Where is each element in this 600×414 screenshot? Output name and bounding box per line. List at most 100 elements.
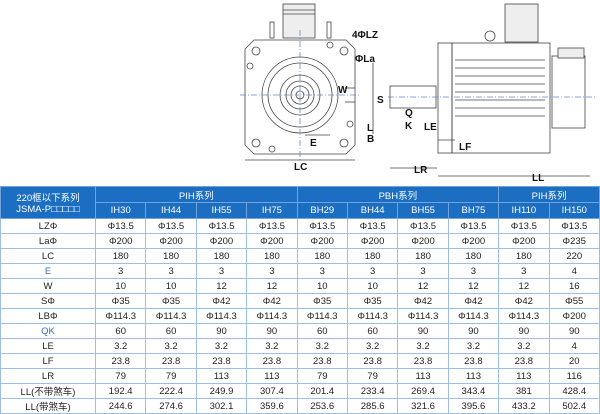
- table-cell: 180: [246, 248, 298, 264]
- label-4-lz: 4ΦLZ: [352, 30, 378, 41]
- table-cell: Φ200: [246, 233, 298, 249]
- table-row: LF 23.8 23.8 23.8 23.8 23.8 23.8 23.8 23.8 23.8 20: [0, 353, 600, 369]
- table-cell: 220: [548, 248, 600, 264]
- model-header: BH29: [296, 202, 348, 219]
- table-row: LaΦ Φ200 Φ200 Φ200 Φ200 Φ200 Φ200 Φ200 Φ200 Φ200 Φ…: [0, 233, 600, 249]
- table-cell: 23.8: [346, 353, 399, 369]
- table-cell: 12: [498, 278, 550, 294]
- table-row: LL(不带煞车) 192.4 222.4 249.9 307.4 201.4 233.4 26…: [0, 383, 600, 399]
- table-cell: Φ13.5: [498, 218, 550, 234]
- table-cell: 90: [397, 323, 449, 339]
- table-cell: 113: [397, 368, 449, 384]
- table-cell: Φ13.5: [346, 218, 399, 234]
- table-cell: 16: [548, 278, 600, 294]
- row-label: W: [0, 278, 96, 294]
- dimension-table: 220框以下系列 JSMA-P□□□□□ PIH系列 PBH系列 PIH系列 IH3…: [0, 186, 600, 414]
- table-cell: 3.2: [145, 338, 197, 354]
- table-cell: 3: [397, 263, 449, 279]
- table-cell: 3.2: [246, 338, 298, 354]
- table-cell: 3.2: [94, 338, 147, 354]
- table-cell: 4: [548, 263, 600, 279]
- table-cell: Φ13.5: [195, 218, 248, 234]
- table-cell: 381: [498, 383, 550, 399]
- table-cell: Φ114.3: [145, 308, 197, 324]
- series-group-header: PBH系列: [296, 186, 500, 203]
- label-l: L: [367, 123, 373, 134]
- table-row: LZΦ Φ13.5 Φ13.5 Φ13.5 Φ13.5 Φ13.5 Φ13.5 Φ13.5 Φ1…: [0, 218, 600, 234]
- table-cell: Φ200: [346, 233, 399, 249]
- table-row: W 10 10 12 12 10 10 12 12 12 16: [0, 278, 600, 294]
- table-cell: Φ55: [548, 293, 600, 309]
- table-cell: 113: [447, 368, 500, 384]
- table-row: LL(带煞车) 244.6 274.6 302.1 359.6 253.6 285.6 321…: [0, 398, 600, 414]
- table-cell: 12: [246, 278, 298, 294]
- table-cell: 90: [548, 323, 600, 339]
- corner-line-2: JSMA-P□□□□□: [16, 204, 80, 215]
- table-cell: 321.6: [397, 398, 449, 414]
- table-cell: 10: [145, 278, 197, 294]
- table-cell: 113: [498, 368, 550, 384]
- row-label: LE: [0, 338, 96, 354]
- table-cell: 180: [346, 248, 399, 264]
- series-group-header: PIH系列: [95, 186, 298, 203]
- table-cell: Φ114.3: [397, 308, 449, 324]
- table-cell: 274.6: [145, 398, 197, 414]
- table-cell: 10: [94, 278, 147, 294]
- table-cell: 395.6: [447, 398, 500, 414]
- table-cell: 79: [94, 368, 147, 384]
- table-cell: 192.4: [94, 383, 147, 399]
- table-cell: 90: [195, 323, 248, 339]
- label-e: E: [310, 138, 317, 149]
- model-header: IH55: [195, 202, 248, 219]
- table-cell: 12: [447, 278, 500, 294]
- model-header: IH30: [94, 202, 147, 219]
- table-cell: 3: [447, 263, 500, 279]
- table-cell: Φ200: [397, 233, 449, 249]
- row-label: E: [0, 263, 96, 279]
- table-cell: 23.8: [296, 353, 348, 369]
- model-header: IH75: [246, 202, 298, 219]
- table-cell: Φ42: [397, 293, 449, 309]
- model-corner-cell: 220框以下系列 JSMA-P□□□□□: [0, 186, 96, 219]
- table-cell: Φ235: [548, 233, 600, 249]
- table-cell: 359.6: [246, 398, 298, 414]
- table-row: LE 3.2 3.2 3.2 3.2 3.2 3.2 3.2 3.2 3.2 4: [0, 338, 600, 354]
- model-header: BH55: [397, 202, 449, 219]
- label-s: S: [377, 95, 384, 106]
- table-cell: 10: [346, 278, 399, 294]
- front-view: [240, 3, 360, 161]
- table-cell: 3: [94, 263, 147, 279]
- table-cell: 269.4: [397, 383, 449, 399]
- table-cell: 23.8: [94, 353, 147, 369]
- row-label: LL(带煞车): [0, 398, 96, 414]
- table-cell: 3: [346, 263, 399, 279]
- table-cell: Φ13.5: [447, 218, 500, 234]
- label-k: K: [405, 121, 413, 132]
- side-view: [372, 3, 595, 177]
- label-w: W: [338, 85, 348, 96]
- table-cell: Φ13.5: [145, 218, 197, 234]
- table-cell: 180: [397, 248, 449, 264]
- row-label: LC: [0, 248, 96, 264]
- table-cell: 113: [195, 368, 248, 384]
- table-cell: Φ114.3: [346, 308, 399, 324]
- table-row: QK 60 60 90 90 60 60 90 90 90 90: [0, 323, 600, 339]
- row-label: QK: [0, 323, 96, 339]
- model-header-row: IH30 IH44 IH55 IH75 BH29 BH44 BH55 BH75 IH110 IH1…: [1, 202, 600, 219]
- table-cell: Φ35: [296, 293, 348, 309]
- table-cell: 502.4: [548, 398, 600, 414]
- table-cell: 60: [145, 323, 197, 339]
- table-cell: Φ42: [447, 293, 500, 309]
- table-cell: Φ200: [94, 233, 147, 249]
- table-cell: 180: [94, 248, 147, 264]
- table-cell: 180: [195, 248, 248, 264]
- table-cell: Φ13.5: [548, 218, 600, 234]
- table-cell: 307.4: [246, 383, 298, 399]
- table-cell: 12: [397, 278, 449, 294]
- table-cell: 10: [296, 278, 348, 294]
- series-group-header: PIH系列: [498, 186, 600, 203]
- table-cell: 12: [195, 278, 248, 294]
- table-cell: Φ42: [246, 293, 298, 309]
- table-row: LC 180 180 180 180 180 180 180 180 180 220: [0, 248, 600, 264]
